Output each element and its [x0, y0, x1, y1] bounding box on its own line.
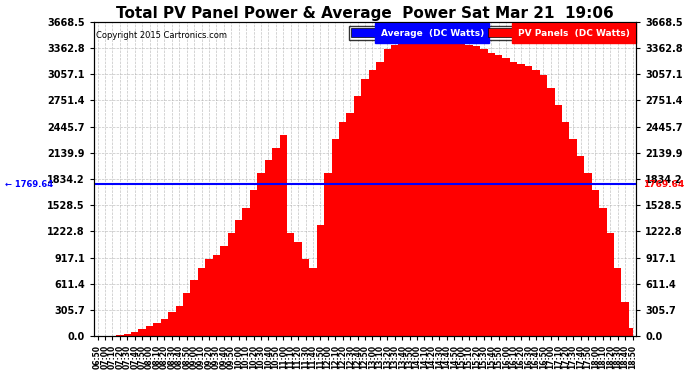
Legend: Average  (DC Watts), PV Panels  (DC Watts): Average (DC Watts), PV Panels (DC Watts): [349, 26, 632, 39]
Text: 1769.64: 1769.64: [643, 180, 684, 189]
Text: ← 1769.64: ← 1769.64: [5, 180, 53, 189]
Title: Total PV Panel Power & Average  Power Sat Mar 21  19:06: Total PV Panel Power & Average Power Sat…: [116, 6, 614, 21]
Text: Copyright 2015 Cartronics.com: Copyright 2015 Cartronics.com: [97, 31, 228, 40]
